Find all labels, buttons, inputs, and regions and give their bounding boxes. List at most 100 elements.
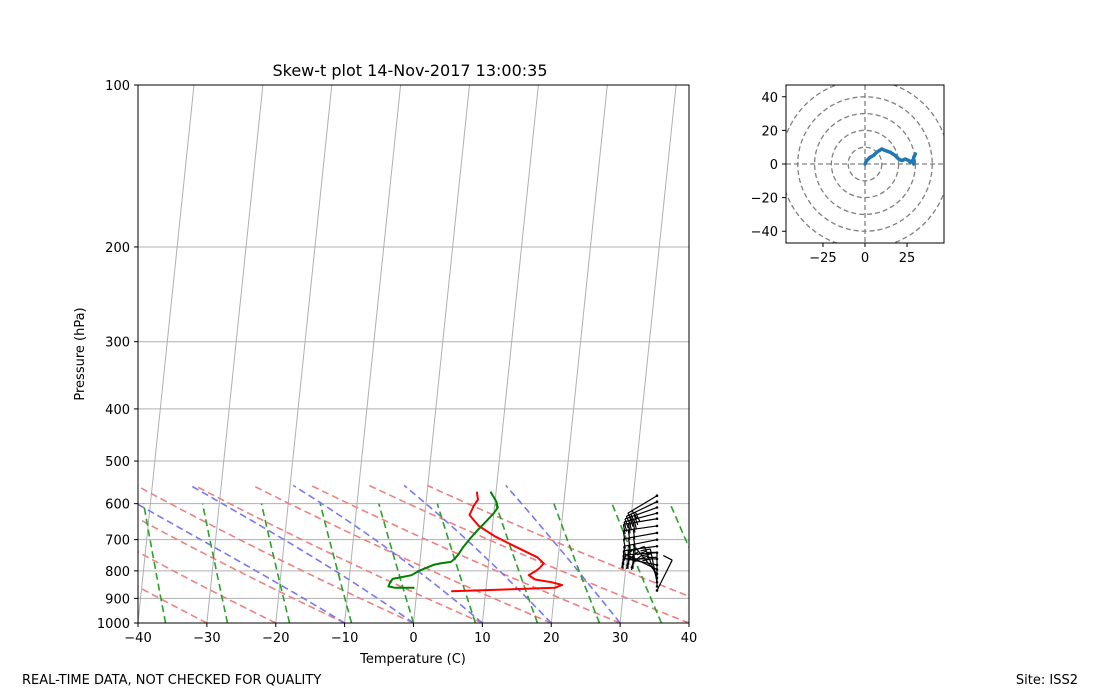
- hodograph-ticks: −25 0 25 −40 −20 0 20 40: [751, 91, 916, 266]
- wind-barb-flag: [662, 555, 673, 561]
- wind-barb-flag: [627, 554, 630, 565]
- wind-barb-base: [655, 538, 659, 541]
- wind-barb-base: [655, 585, 659, 588]
- wind-barb-flag: [633, 515, 639, 526]
- isotherm: [0, 85, 56, 623]
- wind-barb-base: [655, 589, 659, 592]
- isotherm: [344, 85, 402, 623]
- y-tick-label: 200: [105, 241, 130, 256]
- hodograph-x-tick-label: −25: [809, 251, 836, 266]
- hodograph-y-tick-label: 0: [770, 158, 778, 173]
- dry-adiabat: [138, 485, 414, 623]
- x-tick-label: 30: [612, 631, 629, 646]
- y-tick-label: 100: [105, 79, 130, 94]
- dewpoint-profile-line: [387, 491, 499, 589]
- wind-barb-flag: [624, 518, 629, 529]
- y-tick-label: 300: [105, 336, 130, 351]
- wind-barb-flag: [625, 516, 632, 526]
- wind-barb-base: [655, 531, 659, 535]
- wind-barb-base: [655, 511, 659, 515]
- temperature-profile-line: [451, 491, 564, 593]
- wind-barb-flag: [622, 524, 626, 535]
- wind-barb-shaft: [643, 546, 658, 579]
- y-tick-label: 500: [105, 455, 130, 470]
- wind-barb-base: [655, 580, 659, 584]
- wind-barb-base: [655, 576, 659, 580]
- moist-adiabat: [138, 503, 346, 623]
- moist-adiabat: [505, 484, 621, 623]
- x-tick-label: 20: [543, 631, 560, 646]
- wind-barb-flag: [623, 546, 627, 557]
- mixing-ratio-line: [611, 503, 663, 623]
- hodograph-trace: [863, 147, 918, 166]
- hodograph-y-tick-label: −20: [751, 192, 778, 207]
- hodograph-ring: [847, 146, 883, 182]
- wind-barb-base: [655, 500, 659, 503]
- dry-adiabat: [138, 585, 208, 623]
- dry-adiabats: [138, 484, 689, 623]
- wind-barb-flag: [632, 529, 636, 540]
- wind-barb: [655, 555, 673, 592]
- wind-barb-flag: [627, 549, 631, 561]
- isotherm: [413, 85, 470, 623]
- isotherm: [275, 85, 333, 623]
- wind-barb-flag: [623, 521, 628, 532]
- mixing-ratio-lines: [142, 503, 689, 623]
- wind-barb-base: [655, 572, 659, 576]
- moist-adiabat: [189, 484, 414, 623]
- mixing-ratio-line: [378, 503, 415, 623]
- wind-barb: [627, 494, 659, 523]
- wind-barbs: [621, 494, 673, 592]
- wind-barb-base: [655, 557, 659, 561]
- mixing-ratio-line: [436, 503, 477, 623]
- wind-barb-flag: [631, 510, 638, 520]
- wind-barb-flag: [634, 511, 641, 522]
- x-axis-label: Temperature (C): [359, 652, 466, 667]
- y-tick-label: 900: [105, 592, 130, 607]
- chart-title: Skew-t plot 14-Nov-2017 13:00:35: [272, 61, 547, 80]
- isotherm: [688, 618, 689, 623]
- wind-barb-shaft: [626, 501, 658, 517]
- moist-adiabats: [138, 484, 621, 623]
- wind-barb-flag: [622, 555, 625, 566]
- wind-barb-flag: [622, 550, 626, 561]
- y-axis-ticks: 100 200 300 400 500 600 700 800 900 1000: [97, 79, 138, 632]
- wind-barb-flag: [632, 549, 636, 560]
- mixing-ratio-line: [142, 503, 167, 623]
- wind-barb-base: [655, 494, 659, 498]
- hodograph-y-tick-label: −40: [751, 225, 778, 240]
- hodograph-y-tick-label: 40: [761, 91, 778, 106]
- x-tick-label: −40: [124, 631, 151, 646]
- y-tick-label: 1000: [97, 617, 130, 632]
- wind-barb-flag: [632, 522, 636, 533]
- dry-adiabat: [138, 517, 345, 623]
- isotherm: [206, 85, 264, 623]
- wind-barb-flag: [627, 537, 631, 548]
- pressure-gridlines: [138, 246, 689, 599]
- wind-barb-shaft: [623, 512, 658, 523]
- isotherm: [550, 85, 608, 623]
- dry-adiabat: [194, 484, 483, 623]
- wind-barb-base: [655, 524, 659, 528]
- wind-barb: [625, 500, 659, 526]
- x-tick-label: −20: [262, 631, 289, 646]
- hodograph-crosshair: [786, 85, 944, 243]
- mixing-ratio-line: [319, 503, 353, 623]
- dry-adiabat: [252, 484, 552, 623]
- hodograph-x-tick-label: 25: [899, 251, 916, 266]
- wind-barb-flag: [627, 523, 631, 534]
- x-tick-label: −30: [193, 631, 220, 646]
- wind-barb-flag: [622, 538, 626, 549]
- wind-barb-shaft: [627, 495, 658, 514]
- y-tick-label: 700: [105, 534, 130, 549]
- hodograph-y-tick-label: 20: [761, 124, 778, 139]
- hodograph: −25 0 25 −40 −20 0 20 40: [751, 84, 945, 266]
- moist-adiabat: [292, 484, 483, 623]
- mixing-ratio-line: [669, 503, 689, 550]
- mixing-ratio-line: [553, 503, 601, 623]
- y-tick-label: 600: [105, 498, 130, 513]
- wind-barb-flag: [627, 512, 634, 523]
- wind-barb-flag: [627, 529, 631, 541]
- hodograph-line: [863, 147, 918, 166]
